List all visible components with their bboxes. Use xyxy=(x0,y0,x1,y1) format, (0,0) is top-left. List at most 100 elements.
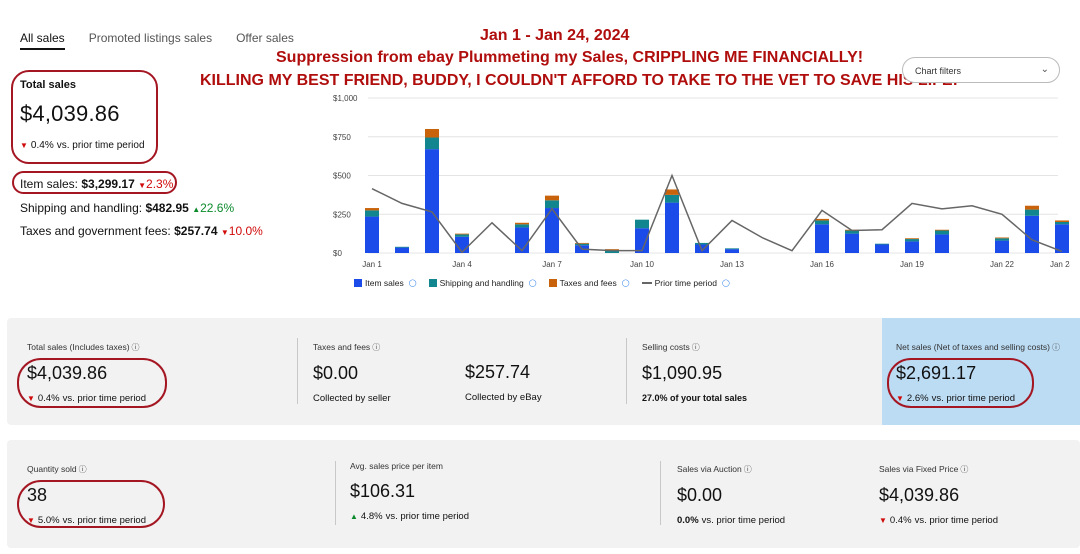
card-delta-text: vs. prior time period xyxy=(385,511,469,522)
bar-segment xyxy=(425,137,439,150)
info-icon[interactable]: ⓘ xyxy=(743,465,752,474)
overlay-date-range: Jan 1 - Jan 24, 2024 xyxy=(480,27,630,44)
bar-segment xyxy=(635,228,649,253)
legend-swatch xyxy=(354,279,362,287)
bar-segment xyxy=(995,240,1009,253)
bar-segment xyxy=(845,230,859,234)
card-value: $4,039.86 xyxy=(879,485,960,505)
card-label: Net sales (Net of taxes and selling cost… xyxy=(896,342,1051,352)
bar-segment xyxy=(1025,209,1039,216)
info-icon[interactable]: ⓘ xyxy=(372,343,381,352)
bar-segment xyxy=(815,220,829,225)
info-icon[interactable]: ◯ xyxy=(721,280,730,287)
legend-label: Taxes and fees xyxy=(559,278,617,288)
info-icon[interactable]: ⓘ xyxy=(1052,343,1061,352)
taxes-delta: 10.0% xyxy=(228,224,263,238)
item-sales-delta: 2.3% xyxy=(146,177,174,191)
card-delta-text: vs. prior time period xyxy=(62,393,146,404)
bar-segment xyxy=(695,242,709,245)
divider xyxy=(626,338,627,404)
card-sales-auction[interactable]: Sales via Auction ⓘ $0.00 0.0% vs. prior t… xyxy=(677,464,785,526)
legend-swatch xyxy=(428,279,437,287)
y-tick-label: $750 xyxy=(333,133,351,142)
legend-shipping[interactable]: Shipping and handling ◯ xyxy=(428,278,537,288)
chart-legend: Item sales ◯ Shipping and handling ◯ Taxes… xyxy=(354,278,730,288)
info-icon[interactable]: ⓘ xyxy=(960,465,969,474)
card-label: Sales via Auction xyxy=(677,464,742,474)
bar-segment xyxy=(725,248,739,250)
tab-offer-sales[interactable]: Offer sales xyxy=(236,31,294,45)
sales-tabs: All sales Promoted listings sales Offer … xyxy=(20,31,294,50)
card-sales-fixed-price[interactable]: Sales via Fixed Price ⓘ $4,039.86 ▼ 0.4% vs… xyxy=(879,464,998,526)
x-tick-label: Jan 22 xyxy=(990,260,1015,269)
card-delta: 2.6% xyxy=(906,393,929,404)
info-icon[interactable]: ⓘ xyxy=(78,465,87,474)
card-total-sales[interactable]: Total sales (Includes taxes) ⓘ $4,039.86 … xyxy=(27,342,146,404)
tab-promoted-listings-sales[interactable]: Promoted listings sales xyxy=(88,31,213,45)
bar-segment xyxy=(905,239,919,242)
overlay-line-2: Suppression from ebay Plummeting my Sale… xyxy=(276,49,864,66)
card-avg-price[interactable]: Avg. sales price per item $106.31 ▲ 4.8% v… xyxy=(350,461,469,522)
arrow-down-icon: ▼ xyxy=(220,228,229,237)
card-selling-costs[interactable]: Selling costs ⓘ $1,090.95 27.0% of your t… xyxy=(642,342,747,403)
bar-segment xyxy=(545,208,559,253)
card-delta-text: vs. prior time period xyxy=(914,515,998,526)
card-delta: 5.0% xyxy=(37,515,60,526)
y-tick-label: $1,000 xyxy=(333,94,358,103)
bar-segment xyxy=(395,247,409,253)
card-delta: 0.4% xyxy=(37,393,60,404)
info-icon[interactable]: ◯ xyxy=(621,280,630,287)
card-label: Quantity sold xyxy=(27,464,77,474)
tab-all-sales[interactable]: All sales xyxy=(20,31,65,50)
sales-chart: $0 $250 $500 $750 $1,000 Jan 1 Jan 4 Jan 7 Jan 1… xyxy=(333,94,1070,269)
card-net-sales[interactable]: Net sales (Net of taxes and selling cost… xyxy=(896,342,1060,404)
divider xyxy=(660,461,661,525)
card-sub: 27.0% of your total sales xyxy=(642,393,748,403)
arrow-down-icon: ▼ xyxy=(879,516,887,525)
bar-segment xyxy=(365,210,379,217)
card-delta: 0.0% xyxy=(677,515,699,526)
card-taxes-ebay: . $257.74 Collected by eBay xyxy=(465,342,542,403)
bar-segment xyxy=(815,224,829,253)
bar-segment xyxy=(725,249,739,253)
card-delta: 0.4% xyxy=(889,515,912,526)
legend-label: Item sales xyxy=(365,278,404,288)
legend-prior-period[interactable]: Prior time period ◯ xyxy=(641,278,730,288)
bar-segment xyxy=(845,233,859,253)
card-delta: 4.8% xyxy=(360,511,383,522)
chart-filters-dropdown[interactable]: Chart filters ⌄ xyxy=(902,57,1060,83)
bar-segment xyxy=(425,149,439,253)
bar-segment xyxy=(515,222,529,225)
bar-segment xyxy=(1055,220,1069,222)
legend-label: Shipping and handling xyxy=(439,278,524,288)
metrics-panel-row-2 xyxy=(7,440,1080,548)
x-tick-label: Jan 10 xyxy=(630,260,655,269)
y-tick-label: $500 xyxy=(333,172,351,181)
x-tick-label: Jan 19 xyxy=(900,260,925,269)
card-value: $106.31 xyxy=(350,481,416,501)
card-quantity-sold[interactable]: Quantity sold ⓘ 38 ▼ 5.0% vs. prior time pe… xyxy=(27,464,146,526)
bar-segment xyxy=(575,243,589,246)
divider xyxy=(297,338,298,404)
taxes-row: Taxes and government fees: $257.74 ▼10.0… xyxy=(20,224,263,238)
card-label: Selling costs xyxy=(642,342,690,352)
total-sales-value: $4,039.86 xyxy=(20,101,120,126)
bar-segment xyxy=(665,189,679,195)
bar-segment xyxy=(935,229,949,231)
info-icon[interactable]: ◯ xyxy=(408,280,417,287)
chart-filters-label: Chart filters xyxy=(915,66,962,76)
arrow-down-icon: ▼ xyxy=(896,394,904,403)
x-tick-label: Jan 4 xyxy=(452,260,472,269)
info-icon[interactable]: ⓘ xyxy=(691,343,700,352)
bar-segment xyxy=(365,208,379,211)
card-taxes-fees[interactable]: Taxes and fees ⓘ $0.00 Collected by selle… xyxy=(313,342,391,404)
legend-item-sales[interactable]: Item sales ◯ xyxy=(354,278,417,288)
info-icon[interactable]: ⓘ xyxy=(131,343,140,352)
info-icon[interactable]: ◯ xyxy=(528,280,537,287)
legend-taxes[interactable]: Taxes and fees ◯ xyxy=(548,278,630,288)
divider xyxy=(335,461,336,525)
taxes-value: $257.74 xyxy=(174,224,218,238)
bar-segment xyxy=(935,230,949,235)
card-value: $4,039.86 xyxy=(27,363,108,383)
shipping-value: $482.95 xyxy=(145,201,189,215)
